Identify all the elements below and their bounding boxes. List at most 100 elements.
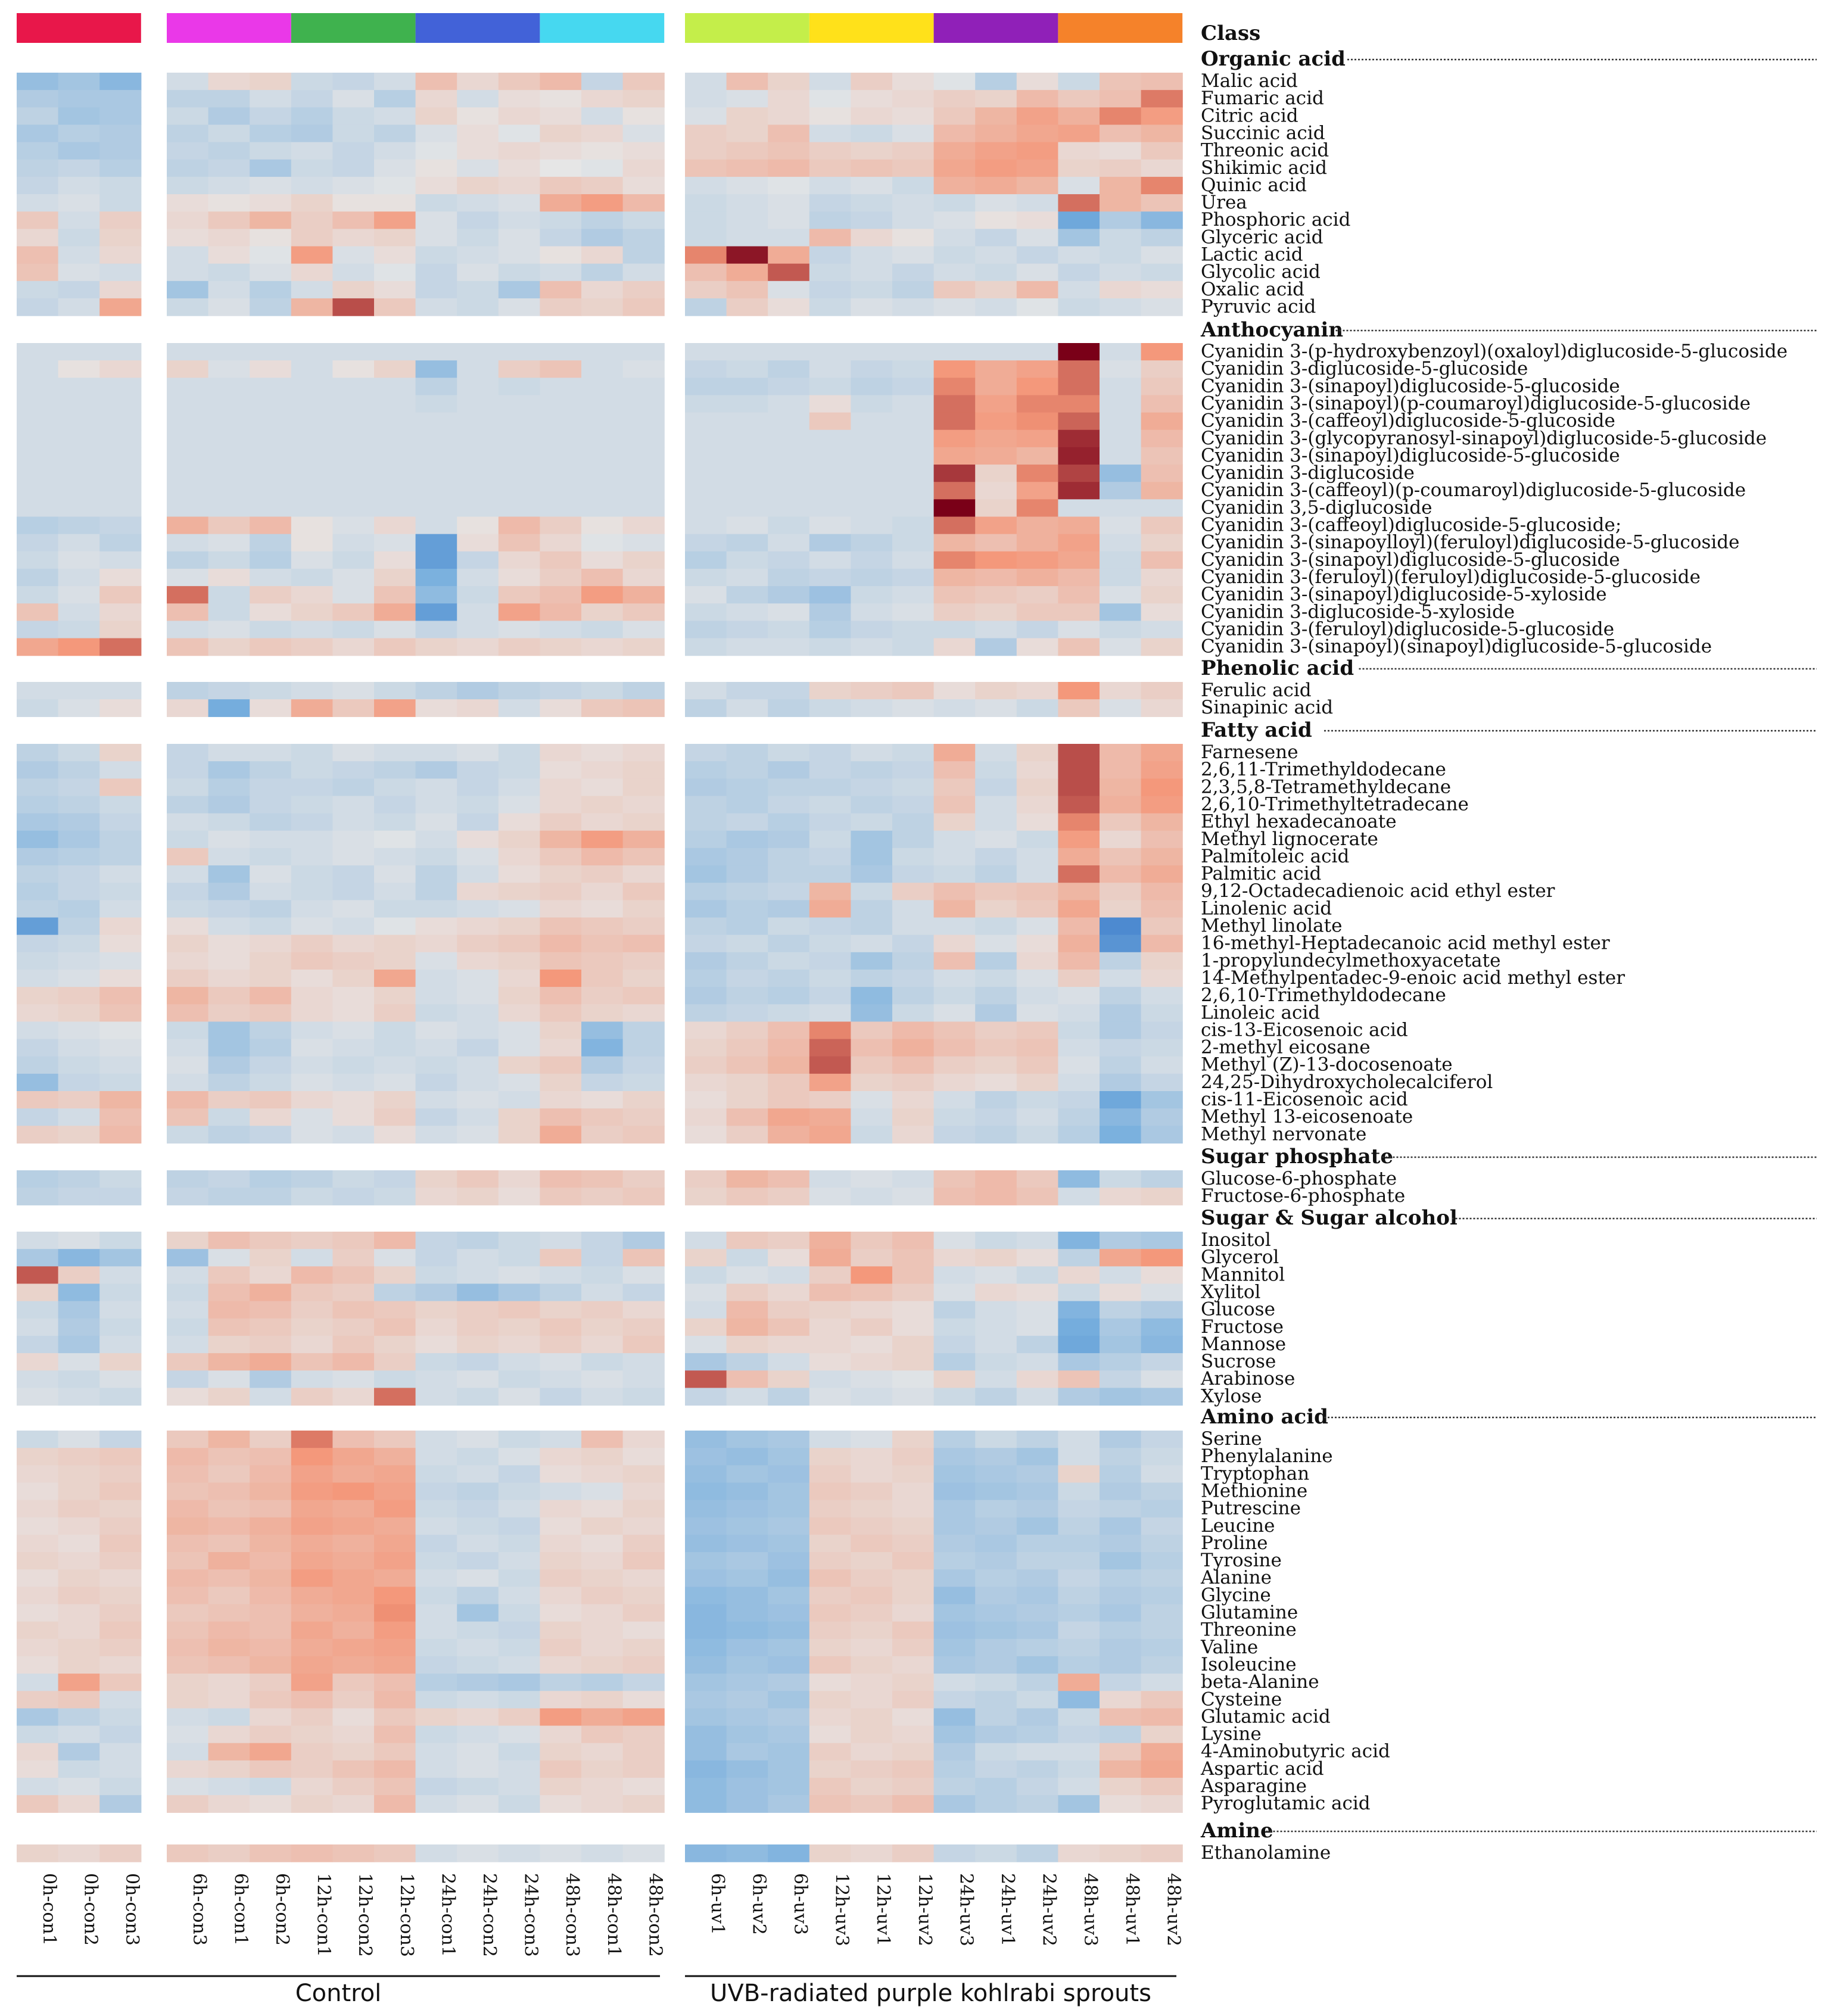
heat-cell [58,1301,100,1319]
heat-cell [415,1431,457,1448]
heat-cell [17,952,59,970]
heat-cell [975,378,1017,396]
row-label: Cyanidin 3-(sinapoyl)diglucoside-5-gluco… [1201,375,1620,397]
heat-cell [1141,124,1183,143]
heat-cell [540,516,582,535]
heat-cell [892,263,935,282]
heat-cell [540,1004,582,1022]
heat-cell [540,229,582,247]
heat-cell [291,1073,333,1092]
heat-cell [1141,482,1183,500]
heat-cell [1016,360,1058,378]
heat-cell [1016,1674,1058,1691]
heat-cell [1016,1188,1058,1205]
heat-cell [892,1795,935,1813]
row-label: Xylose [1201,1385,1262,1407]
heat-cell [498,1500,540,1518]
heat-cell [415,952,457,970]
heat-cell [540,1500,582,1518]
heat-cell [457,761,499,779]
heat-cell [1016,1517,1058,1535]
heat-cell [208,1335,250,1354]
heat-cell [457,1091,499,1109]
heat-cell [622,229,665,247]
heat-cell [685,987,727,1005]
heat-cell [250,1039,292,1057]
heat-cell [99,603,142,621]
heat-cell [892,1431,935,1448]
heat-cell [726,699,768,717]
heat-cell [1016,900,1058,918]
heat-cell [250,586,292,604]
heat-cell [540,621,582,639]
heat-cell [498,194,540,212]
heat-cell [1100,917,1142,936]
heat-cell [933,176,976,195]
heat-cell [975,1638,1017,1657]
heat-cell [933,1656,976,1674]
heat-cell [685,1170,727,1188]
heat-cell [975,1126,1017,1144]
heat-cell [809,1534,851,1553]
heat-cell [622,1126,665,1144]
heat-cell [167,1465,209,1484]
heat-cell [291,917,333,936]
heat-cell [208,1534,250,1553]
heat-cell [1100,447,1142,465]
heat-cell [58,1318,100,1336]
heat-cell [498,281,540,299]
heat-cell [167,516,209,535]
heat-cell [726,429,768,448]
heat-cell [1141,465,1183,482]
heat-cell [581,1743,624,1761]
heat-cell [498,1301,540,1319]
class-header: Amino acid [1200,1405,1328,1429]
heat-cell [167,142,209,160]
heat-cell [332,263,375,282]
heat-cell [540,499,582,518]
heat-cell [374,865,416,883]
heat-cell [1100,429,1142,448]
heat-cell [332,1708,375,1727]
heat-cell [685,1743,727,1761]
heat-cell [851,847,893,866]
heat-cell [250,107,292,126]
heat-cell [581,952,624,970]
heat-cell [208,176,250,195]
heat-cell [167,298,209,316]
heat-cell [17,1743,59,1761]
heat-cell [622,1170,665,1188]
heat-cell [415,1388,457,1406]
heat-cell [99,211,142,229]
heat-cell [1016,378,1058,396]
heat-cell [167,1108,209,1126]
heat-cell [99,900,142,918]
column-label: 24h-con3 [521,1873,541,1957]
heat-cell [1100,551,1142,569]
heat-cell [250,1108,292,1126]
heat-cell [540,1517,582,1535]
heat-cell [332,1431,375,1448]
heat-cell [167,778,209,797]
heat-cell [1141,429,1183,448]
heat-cell [1141,1021,1183,1040]
heat-cell [1016,263,1058,282]
heat-cell [540,1482,582,1501]
heat-cell [415,1844,457,1862]
heat-cell [58,1604,100,1622]
heat-cell [726,1108,768,1126]
heat-cell [17,1266,59,1285]
heat-cell [851,682,893,700]
heat-cell [250,865,292,883]
heat-cell [1058,744,1100,762]
heat-cell [17,516,59,535]
heat-cell [498,142,540,160]
row-label: Cyanidin 3-(feruloyl)(feruloyl)diglucosi… [1201,566,1701,588]
heat-cell [851,744,893,762]
heat-cell [1016,1108,1058,1126]
heat-cell [540,298,582,316]
heat-cell [167,211,209,229]
heat-cell [415,1301,457,1319]
heat-cell [540,378,582,396]
heat-cell [167,534,209,552]
